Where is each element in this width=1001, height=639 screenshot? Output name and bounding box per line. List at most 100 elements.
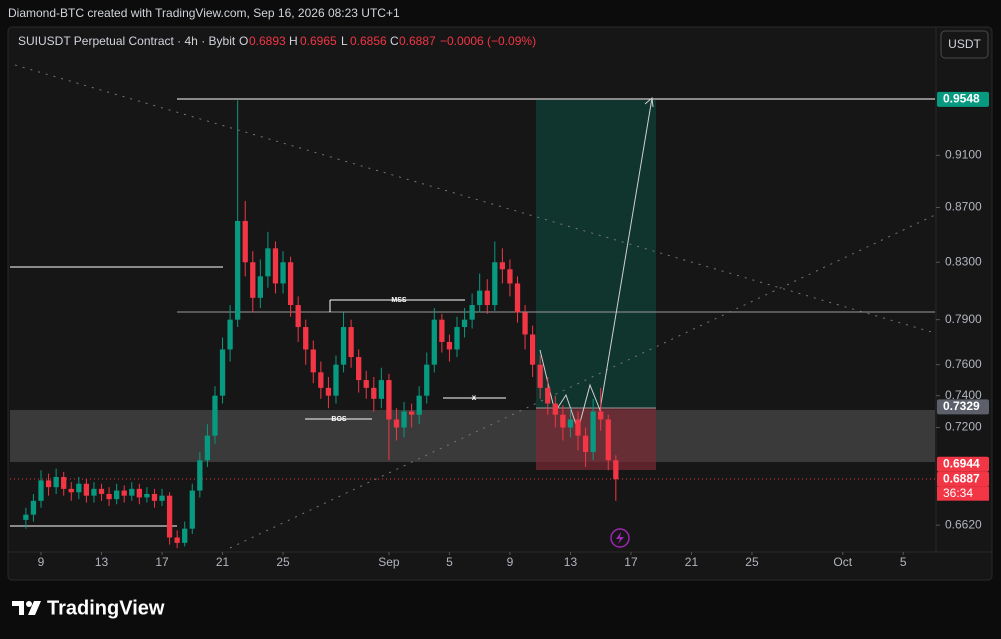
- candle-body: [590, 411, 596, 452]
- candle-body: [378, 380, 385, 399]
- candle-body: [340, 327, 347, 365]
- candle-body: [537, 364, 543, 388]
- candle-body: [371, 387, 377, 399]
- stop-zone: [536, 408, 656, 470]
- candle-body: [560, 414, 566, 428]
- candle-body: [545, 387, 551, 404]
- target-zone: [536, 100, 656, 408]
- y-tick-label: 0.6620: [945, 517, 982, 531]
- alert-icon[interactable]: [610, 528, 630, 548]
- candle-body: [325, 387, 332, 396]
- currency-button[interactable]: [940, 30, 989, 59]
- candle-body: [30, 500, 37, 515]
- candle-body: [514, 283, 521, 313]
- candle-body: [393, 419, 400, 428]
- ohlc-value: 0.6893: [249, 34, 286, 48]
- logo-mark: [26, 601, 32, 607]
- ohlc-label: C: [390, 34, 399, 48]
- x-tick-label: 9: [38, 555, 45, 569]
- candle-body: [53, 476, 59, 488]
- x-tick-label: 25: [276, 555, 290, 569]
- candle-body: [295, 305, 301, 328]
- x-tick-label: 13: [564, 555, 578, 569]
- candle-body: [552, 403, 558, 415]
- candle-body: [582, 435, 589, 452]
- x-tick-label: 25: [745, 555, 759, 569]
- candle-body: [386, 380, 392, 420]
- currency[interactable]: USDT: [948, 37, 981, 51]
- price-label: 0.6887: [943, 471, 980, 485]
- candle-body: [189, 490, 195, 529]
- candle-body: [257, 276, 263, 298]
- price-label-box: [937, 399, 989, 415]
- x-tick-label: 9: [507, 555, 514, 569]
- candle-body: [280, 262, 286, 284]
- candle-body: [461, 319, 468, 328]
- candle-body: [272, 248, 279, 284]
- price-label: 0.7329: [943, 399, 980, 413]
- candle-body: [287, 262, 294, 306]
- x-tick-label: 17: [624, 555, 638, 569]
- ohlc-label: O: [239, 34, 248, 48]
- candle-body: [416, 395, 422, 415]
- candle-body: [567, 419, 574, 428]
- candle-body: [91, 488, 97, 496]
- y-tick-label: 0.7900: [945, 312, 982, 326]
- candle-body: [227, 319, 233, 350]
- candle-body: [310, 349, 316, 373]
- x-tick-label: 21: [685, 555, 699, 569]
- candle-body: [363, 380, 369, 388]
- candle-body: [76, 483, 82, 493]
- y-tick-label: 0.7200: [945, 420, 982, 434]
- candle-body: [522, 312, 528, 335]
- candle-body: [45, 480, 52, 488]
- zone: [10, 410, 935, 462]
- candle-body: [477, 290, 483, 306]
- candle-body: [98, 488, 105, 494]
- candle-body: [166, 495, 173, 538]
- candle-body: [318, 372, 324, 388]
- candle-body: [507, 269, 513, 284]
- candle-body: [106, 493, 112, 500]
- watermark: Diamond-BTC created with TradingView.com…: [8, 6, 400, 20]
- x-tick-label: 13: [95, 555, 109, 569]
- y-tick-label: 0.8700: [945, 200, 982, 214]
- candle-body: [204, 435, 211, 461]
- candle-body: [212, 395, 218, 436]
- x-tick-label: 17: [155, 555, 169, 569]
- candle-body: [23, 514, 29, 520]
- y-tick-label: 0.7600: [945, 357, 982, 371]
- y-tick-label: 0.9100: [945, 147, 982, 161]
- trend-line: [229, 214, 936, 549]
- candle-body: [219, 349, 226, 396]
- candle-body: [446, 341, 453, 350]
- countdown-box: [937, 486, 989, 501]
- x-tick-label: Sep: [378, 555, 400, 569]
- candle-body: [197, 460, 203, 491]
- ohlc-value: 0.6856: [350, 34, 387, 48]
- candle-body: [454, 327, 460, 350]
- ohlc-label: H: [289, 34, 298, 48]
- candle-body: [68, 488, 74, 493]
- countdown: 36:34: [943, 486, 973, 500]
- candle-body: [151, 493, 158, 501]
- candle-body: [431, 319, 437, 365]
- candle-body: [499, 262, 506, 270]
- arrow-head: [644, 97, 654, 108]
- annotation: MSS: [391, 297, 407, 304]
- candle-body: [129, 488, 135, 496]
- alert-icon-bolt: [616, 532, 624, 544]
- logo-mark: [12, 601, 24, 615]
- ohlc-value: 0.6965: [300, 34, 337, 48]
- candle-body: [61, 476, 67, 489]
- candle-body: [469, 305, 475, 320]
- x-tick-label: 21: [216, 555, 230, 569]
- candle-body: [605, 419, 611, 461]
- symbol: SUIUSDT Perpetual Contract · 4h · Bybit: [18, 34, 236, 48]
- candle-body: [144, 493, 150, 498]
- y-tick-label: 0.8300: [945, 254, 982, 268]
- candle-body: [401, 411, 407, 428]
- price-label: 0.6944: [943, 456, 980, 470]
- candle-body: [242, 220, 248, 263]
